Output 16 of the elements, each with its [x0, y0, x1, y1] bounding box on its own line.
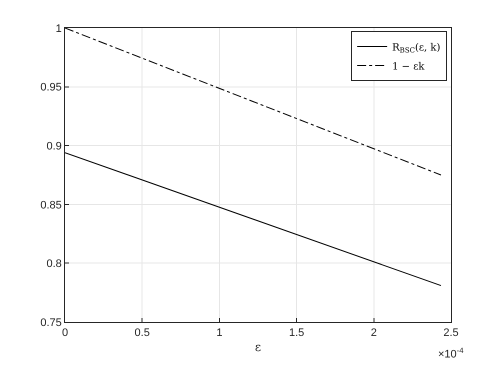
x-tick-label: 0 [62, 327, 68, 340]
y-tick-label: 0.95 [40, 82, 62, 94]
y-tick-label: 1 [56, 22, 62, 35]
x-tick-label: 0.5 [134, 327, 150, 340]
y-tick-label: 0.9 [46, 140, 62, 152]
legend-label: 1 − εk [392, 61, 426, 72]
y-tick-label: 0.85 [40, 199, 62, 212]
x-tick-label: 1.5 [288, 327, 304, 340]
x-tick-label: 2.5 [443, 327, 459, 340]
legend-label: R$_{BSC}$(ε, k) [392, 42, 440, 54]
x-axis-title: ε [254, 340, 262, 354]
y-tick-label: 0.8 [46, 258, 62, 270]
x-tick-label: 2 [370, 327, 377, 340]
y-tick-label: 0.75 [40, 316, 62, 329]
x-tick-label: 1 [216, 327, 222, 340]
text: ×10$^{-4}$ [438, 346, 464, 361]
